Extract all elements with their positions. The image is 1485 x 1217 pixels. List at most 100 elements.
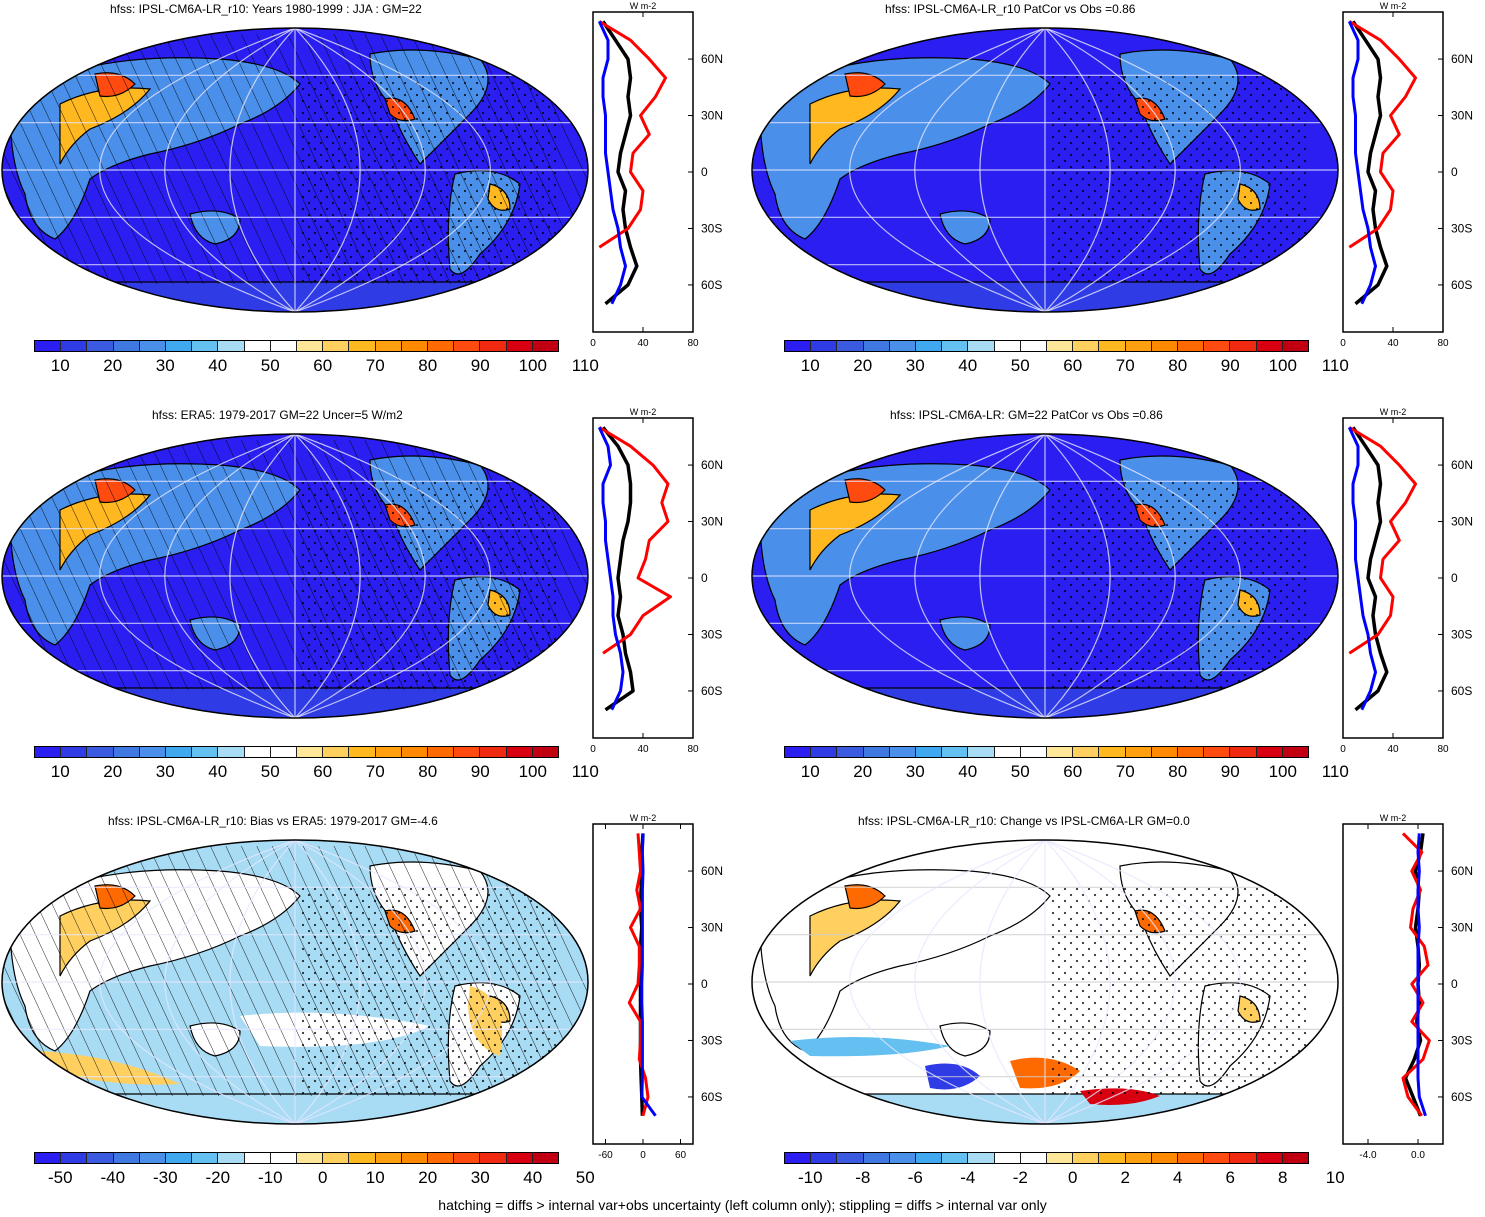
colorbar-swatch — [994, 341, 1021, 351]
colorbar-tick-label: -50 — [47, 1168, 73, 1187]
colorbar-tick-label: 60 — [313, 356, 333, 375]
colorbar-swatch — [1125, 1153, 1152, 1163]
colorbar-swatch — [811, 1153, 838, 1163]
colorbar-swatch — [785, 747, 812, 757]
profile-x-tick-label: 80 — [687, 338, 699, 349]
colorbar-tick-label: 4 — [1173, 1168, 1183, 1187]
profile-frame — [592, 417, 694, 739]
colorbar-swatch — [1282, 341, 1309, 351]
colorbar-tick-label: 90 — [1220, 356, 1240, 375]
colorbar-swatch — [297, 747, 324, 757]
colorbar-swatch — [166, 1153, 193, 1163]
map-canvas — [1, 839, 589, 1125]
colorbar-swatch — [1151, 1153, 1179, 1163]
colorbar — [784, 340, 1309, 352]
colorbar-swatch — [1256, 341, 1283, 351]
profile-frame — [1342, 11, 1444, 333]
colorbar-swatch — [480, 747, 507, 757]
profile-lat-tick-label: 60S — [701, 684, 722, 698]
colorbar-swatch — [968, 1153, 995, 1163]
profile-unit-label: W m-2 — [1380, 407, 1407, 417]
colorbar-tick-label: -2 — [1012, 1168, 1028, 1187]
profile-canvas: W m-2 -4.0 0.0 60N 30N 0 30S 60S — [1342, 813, 1473, 1161]
colorbar-swatch — [428, 747, 455, 757]
colorbar-swatch — [1230, 1153, 1257, 1163]
profile-lat-tick-label: 0 — [1451, 165, 1458, 179]
colorbar-swatch — [1230, 341, 1257, 351]
colorbar-tick-label: 70 — [1115, 762, 1135, 781]
colorbar-tick-label: -4 — [960, 1168, 976, 1187]
colorbar-tick-label: 100 — [1268, 356, 1297, 375]
colorbar-tick-label: 50 — [575, 1168, 595, 1187]
colorbar-swatch — [506, 747, 533, 757]
colorbar-swatch — [1178, 747, 1205, 757]
map-border — [1, 433, 589, 719]
graticule — [752, 28, 1338, 312]
profile-x-tick-label: 0 — [640, 1150, 646, 1161]
colorbar-tick-label: 20 — [103, 762, 123, 781]
colorbar-swatch — [297, 341, 324, 351]
colorbar-tick-label: 110 — [1321, 762, 1349, 781]
profile-lat-tick-label: 60N — [1451, 864, 1473, 878]
colorbar-swatch — [942, 341, 969, 351]
colorbar-tick-label: 20 — [418, 1168, 438, 1187]
anomaly-patch — [790, 1037, 950, 1057]
colorbar-swatch — [428, 341, 455, 351]
colorbar-tick-label: 30 — [905, 762, 925, 781]
colorbar-swatch — [113, 1153, 140, 1163]
panel-bias-vs-era5: hfss: IPSL-CM6A-LR_r10: Bias vs ERA5: 19… — [0, 812, 742, 1217]
colorbar-swatch — [916, 747, 943, 757]
colorbar-swatch — [1282, 1153, 1309, 1163]
colorbar-tick-label: 100 — [518, 762, 547, 781]
colorbar-swatch — [297, 1153, 324, 1163]
colorbar-swatch — [428, 1153, 455, 1163]
profile-unit-label: W m-2 — [630, 1, 657, 11]
colorbar-tick-label: 100 — [518, 356, 547, 375]
profile-series-red — [1348, 20, 1417, 249]
colorbar-swatch — [375, 341, 402, 351]
graticule — [2, 28, 588, 312]
profile-lat-tick-label: 30S — [1451, 221, 1472, 235]
profile-lat-tick-label: 30N — [701, 921, 723, 935]
colorbar-swatch — [1178, 1153, 1205, 1163]
profile-series-red — [1401, 832, 1431, 1117]
colorbar — [34, 746, 559, 758]
profile-lat-tick-label: 30S — [1451, 1033, 1472, 1047]
colorbar-swatch — [968, 747, 995, 757]
profile-x-tick-label: 0 — [590, 338, 596, 349]
panel-model-ensemble: hfss: IPSL-CM6A-LR: GM=22 PatCor vs Obs … — [750, 406, 1485, 811]
colorbar-swatch — [506, 1153, 533, 1163]
colorbar-swatch — [1047, 747, 1074, 757]
panel-change-vs-ensemble: hfss: IPSL-CM6A-LR_r10: Change vs IPSL-C… — [750, 812, 1485, 1217]
colorbar-swatch — [1073, 747, 1100, 757]
colorbar-tick-label: -10 — [797, 1168, 823, 1187]
profile-lat-tick-label: 30S — [701, 1033, 722, 1047]
profile-lat-tick-label: 0 — [701, 165, 708, 179]
colorbar-tick-label: -30 — [152, 1168, 178, 1187]
colorbar-swatch — [139, 1153, 167, 1163]
colorbar-swatch — [1020, 747, 1048, 757]
colorbar-tick-label: 6 — [1225, 1168, 1235, 1187]
colorbar-labels: 10 20 30 40 50 60 70 80 90 100 110 — [34, 356, 599, 378]
profile-series-black — [601, 426, 635, 712]
figure-footnote: hatching = diffs > internal var+obs unce… — [438, 1197, 1047, 1213]
profile-series-black — [601, 20, 639, 306]
colorbar-tick-label: -20 — [205, 1168, 231, 1187]
colorbar-labels: 10 20 30 40 50 60 70 80 90 100 110 — [784, 356, 1349, 378]
map-border — [751, 839, 1339, 1125]
stippling-overlay — [1050, 74, 1310, 284]
panel-model-r10-patcor: hfss: IPSL-CM6A-LR_r10 PatCor vs Obs =0.… — [750, 0, 1485, 405]
profile-lat-tick-label: 60S — [1451, 1090, 1472, 1104]
profile-lat-tick-label: 60N — [701, 864, 723, 878]
colorbar-swatch — [349, 1153, 376, 1163]
colorbar-swatch — [87, 341, 114, 351]
colorbar-swatch — [1178, 341, 1205, 351]
colorbar-tick-label: 80 — [418, 356, 438, 375]
colorbar-swatch — [192, 1153, 219, 1163]
colorbar-swatch — [323, 341, 350, 351]
colorbar-swatch — [349, 747, 376, 757]
map-border — [751, 433, 1339, 719]
colorbar-tick-label: 60 — [313, 762, 333, 781]
colorbar-swatch — [532, 341, 559, 351]
colorbar-swatch — [837, 341, 864, 351]
